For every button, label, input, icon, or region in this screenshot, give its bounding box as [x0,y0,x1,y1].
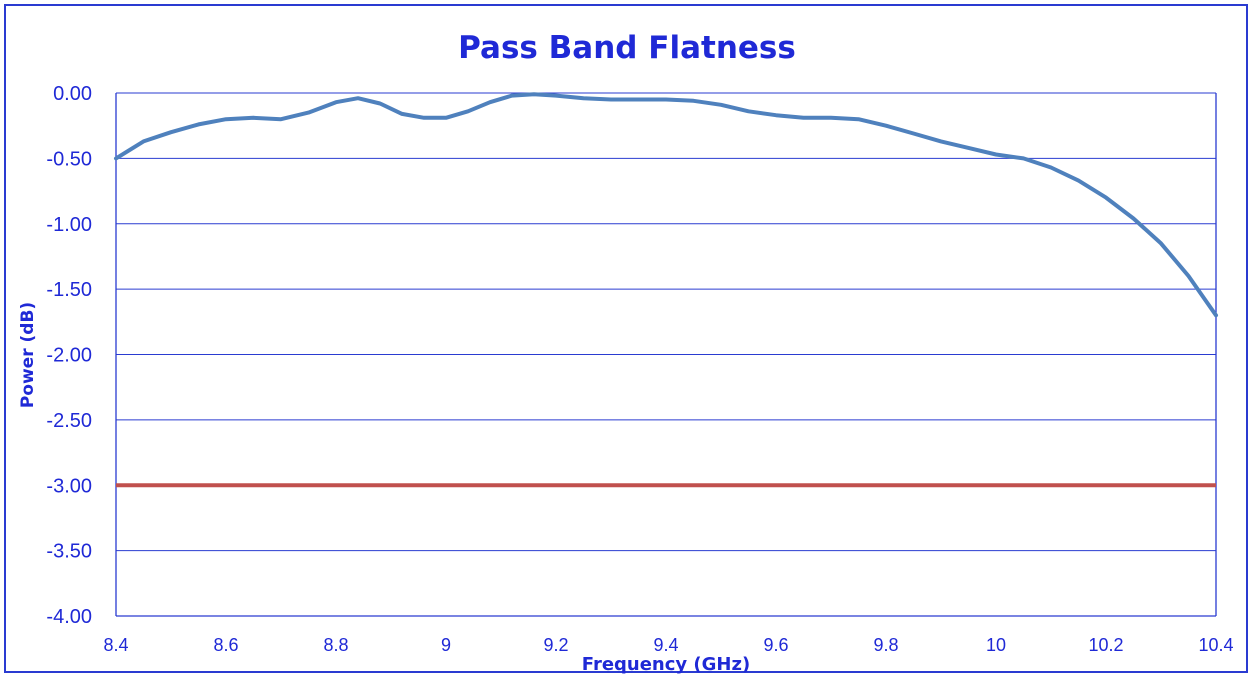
chart-title: Pass Band Flatness [458,30,796,66]
y-tick-label: 0.00 [53,83,92,105]
y-axis-title: Power (dB) [18,302,38,408]
y-tick-label: -3.50 [46,541,92,563]
x-tick-label: 9.6 [763,635,788,655]
x-tick-label: 10.4 [1198,635,1233,655]
y-tick-label: -1.00 [46,214,92,236]
x-tick-label: 9.8 [873,635,898,655]
response-line [114,92,1218,318]
y-tick-label: -0.50 [46,148,92,170]
axes [115,93,1217,617]
y-tick-labels: 0.00 -0.50 -1.00 -1.50 -2.00 -2.50 -3.00 -3.50 -… [46,83,92,628]
x-axis-title: Frequency (GHz) [582,654,750,675]
x-tick-labels: 8.4 8.6 8.8 9 9.2 9.4 9.6 9.8 10 10.2 10.4 [103,635,1233,655]
x-tick-label: 9.2 [543,635,568,655]
y-tick-label: -1.50 [46,279,92,301]
x-tick-label: 10.2 [1088,635,1123,655]
chart-frame [4,4,1248,673]
x-tick-label: 8.6 [213,635,238,655]
y-tick-label: -4.00 [46,606,92,628]
y-tick-label: -2.00 [46,345,92,367]
x-tick-label: 8.8 [323,635,348,655]
grid-lines [116,92,1216,617]
x-tick-label: 10 [986,635,1006,655]
x-tick-label: 9.4 [653,635,678,655]
series-lines [114,92,1218,488]
x-tick-label: 9 [441,635,451,655]
y-tick-label: -3.00 [46,475,92,497]
y-tick-label: -2.50 [46,410,92,432]
x-tick-label: 8.4 [103,635,128,655]
